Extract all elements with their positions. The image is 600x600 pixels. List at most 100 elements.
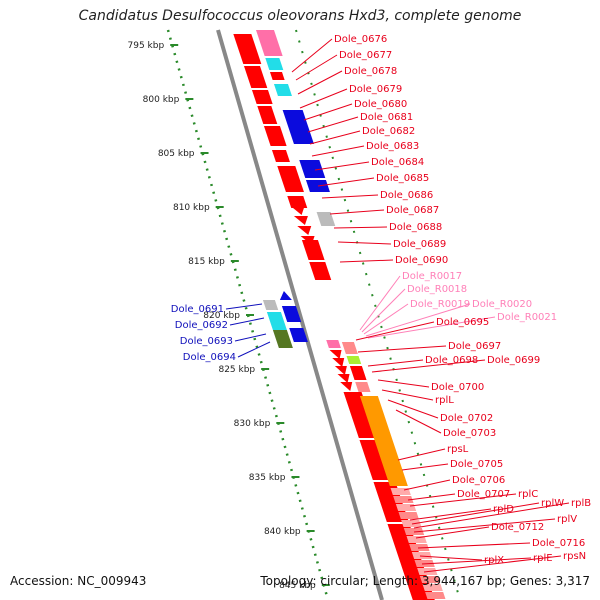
gene-label[interactable]: rplC bbox=[518, 489, 538, 500]
gene-block bbox=[305, 180, 330, 192]
gene-label[interactable]: Dole_0688 bbox=[389, 222, 442, 233]
gene-label[interactable]: rplW bbox=[541, 498, 564, 509]
scale-tick-label: 815 kbp bbox=[188, 257, 225, 267]
label-leader bbox=[337, 241, 392, 245]
gene-label[interactable]: Dole_R0019 bbox=[410, 299, 470, 310]
gene-label[interactable]: Dole_0693 bbox=[180, 336, 233, 347]
gene-label[interactable]: Dole_0716 bbox=[532, 538, 585, 549]
gene-label[interactable]: Dole_0691 bbox=[171, 304, 224, 315]
gene-label[interactable]: Dole_0683 bbox=[366, 141, 419, 152]
gene-block bbox=[263, 126, 287, 146]
gene-block bbox=[282, 110, 314, 144]
label-leader bbox=[411, 502, 540, 525]
label-leader bbox=[367, 359, 424, 367]
gene-label[interactable]: rplV bbox=[557, 514, 577, 525]
feature-labels: Dole_0676 Dole_0677 Dole_0678 Dole_0679 Dole… bbox=[171, 34, 591, 566]
gene-label[interactable]: Dole_0706 bbox=[452, 475, 505, 486]
gene-label[interactable]: rplB bbox=[571, 498, 591, 509]
scale-tick-label: 835 kbp bbox=[249, 473, 286, 483]
gene-label[interactable]: rplD bbox=[493, 504, 514, 515]
label-leader bbox=[291, 38, 333, 73]
gene-label[interactable]: rpsL bbox=[447, 444, 469, 455]
backbone bbox=[216, 29, 461, 600]
label-leader bbox=[359, 275, 401, 331]
gene-label[interactable]: Dole_0692 bbox=[175, 320, 228, 331]
gene-label[interactable]: rpsN bbox=[563, 551, 586, 562]
gene-block bbox=[359, 396, 408, 486]
scale-tick-label: 795 kbp bbox=[128, 41, 165, 51]
gene-label[interactable]: Dole_0677 bbox=[339, 50, 392, 61]
label-leader bbox=[403, 479, 451, 491]
label-leader bbox=[387, 399, 439, 419]
gene-block bbox=[343, 392, 377, 438]
label-leader bbox=[413, 518, 556, 533]
gene-label[interactable]: Dole_0682 bbox=[362, 126, 415, 137]
gene-arrow bbox=[279, 291, 292, 300]
gene-label[interactable]: rplE bbox=[533, 553, 553, 564]
label-leader bbox=[229, 317, 265, 326]
gene-block bbox=[271, 150, 290, 162]
label-leader bbox=[419, 555, 483, 561]
label-leader bbox=[333, 226, 388, 229]
accession-text: Accession: NC_009943 bbox=[10, 574, 147, 588]
gene-block bbox=[281, 306, 302, 322]
gene-label[interactable]: Dole_0697 bbox=[448, 341, 501, 352]
gene-label[interactable]: Dole_0698 bbox=[425, 355, 478, 366]
gene-label[interactable]: Dole_0694 bbox=[183, 352, 236, 363]
gene-arrow bbox=[329, 350, 342, 359]
gene-arrow bbox=[293, 216, 308, 225]
gene-block bbox=[355, 382, 371, 392]
gene-label[interactable]: Dole_0699 bbox=[487, 355, 540, 366]
gene-label[interactable]: Dole_0712 bbox=[491, 522, 544, 533]
gene-label[interactable]: Dole_R0018 bbox=[407, 284, 467, 295]
gene-block bbox=[326, 340, 341, 348]
gene-label[interactable]: Dole_R0017 bbox=[402, 271, 462, 282]
gene-label[interactable]: Dole_0700 bbox=[431, 382, 484, 393]
gene-block bbox=[401, 520, 422, 527]
label-leader bbox=[339, 259, 394, 263]
label-leader bbox=[295, 54, 338, 81]
gene-label[interactable]: Dole_0685 bbox=[376, 173, 429, 184]
gene-block bbox=[301, 240, 325, 260]
gene-label[interactable]: Dole_R0021 bbox=[497, 312, 557, 323]
gene-block bbox=[419, 576, 441, 583]
gene-arrow bbox=[332, 358, 345, 367]
label-leader bbox=[321, 194, 379, 199]
gene-label[interactable]: Dole_0695 bbox=[436, 317, 489, 328]
gene-label[interactable]: Dole_0707 bbox=[457, 489, 510, 500]
gene-block bbox=[273, 84, 292, 96]
label-leader bbox=[381, 389, 434, 401]
scale-tick-label: 830 kbp bbox=[234, 419, 271, 429]
gene-label[interactable]: Dole_0703 bbox=[443, 428, 496, 439]
gene-label[interactable]: Dole_0681 bbox=[360, 112, 413, 123]
gene-label[interactable]: Dole_0686 bbox=[380, 190, 433, 201]
scale-tick-label: 845 kbp bbox=[279, 581, 316, 591]
gene-block bbox=[233, 34, 262, 64]
label-leader bbox=[371, 359, 486, 373]
gene-label[interactable]: Dole_0679 bbox=[349, 84, 402, 95]
gene-block bbox=[257, 106, 278, 124]
gene-label[interactable]: Dole_0689 bbox=[393, 239, 446, 250]
gene-label[interactable]: Dole_0676 bbox=[334, 34, 387, 45]
label-leader bbox=[397, 448, 446, 461]
gene-block bbox=[309, 262, 332, 280]
gene-label[interactable]: Dole_0680 bbox=[354, 99, 407, 110]
scale-tick-label: 840 kbp bbox=[264, 527, 301, 537]
gene-label[interactable]: Dole_0678 bbox=[344, 66, 397, 77]
gene-label[interactable]: Dole_0690 bbox=[395, 255, 448, 266]
gene-block bbox=[265, 58, 284, 70]
gene-label[interactable]: Dole_0705 bbox=[450, 459, 503, 470]
gene-label[interactable]: Dole_0684 bbox=[371, 157, 424, 168]
gene-label[interactable]: Dole_R0020 bbox=[472, 299, 532, 310]
gene-block bbox=[272, 330, 293, 348]
gene-label[interactable]: rplL bbox=[435, 395, 454, 406]
gene-label[interactable]: Dole_0687 bbox=[386, 205, 439, 216]
gene-block bbox=[393, 496, 414, 503]
gene-label[interactable]: Dole_0702 bbox=[440, 413, 493, 424]
gene-label[interactable]: rplX bbox=[484, 555, 504, 566]
gene-block bbox=[269, 72, 285, 80]
label-leader bbox=[317, 177, 375, 187]
scale-tick-label: 825 kbp bbox=[218, 365, 255, 375]
gene-block bbox=[422, 584, 443, 591]
gene-block bbox=[251, 90, 273, 104]
